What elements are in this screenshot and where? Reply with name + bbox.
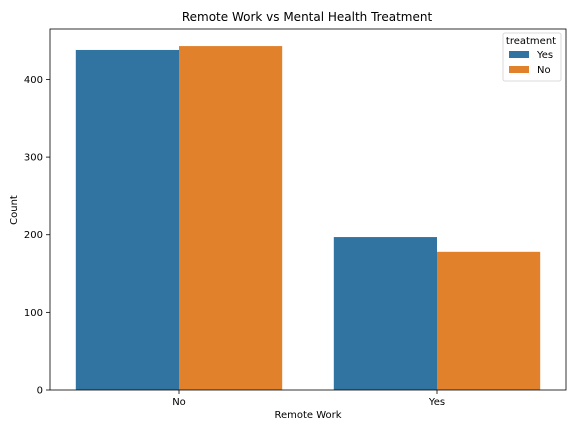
chart-title: Remote Work vs Mental Health Treatment: [182, 10, 433, 24]
x-tick-label: Yes: [428, 397, 445, 408]
plot-frame: [49, 28, 567, 391]
y-tick-label: 200: [24, 230, 43, 241]
legend: treatment Yes No: [502, 32, 562, 82]
y-axis: 0 100 200 300 400: [24, 75, 50, 397]
legend-swatch-yes: [509, 51, 529, 58]
legend-label-no: No: [537, 65, 551, 76]
x-axis-label: Remote Work: [274, 410, 341, 421]
bars-group: [75, 46, 541, 391]
bar-yes-no: [437, 251, 541, 390]
y-tick-label: 400: [24, 75, 43, 86]
bar-no-no: [179, 46, 283, 391]
y-tick-label: 300: [24, 153, 43, 164]
legend-title: treatment: [506, 36, 556, 47]
x-tick-label: No: [172, 397, 186, 408]
bar-yes-yes: [333, 237, 437, 390]
x-axis: No Yes: [172, 390, 445, 408]
y-axis-label: Count: [9, 195, 20, 225]
y-tick-label: 0: [37, 386, 43, 397]
bar-no-yes: [75, 49, 179, 390]
legend-swatch-no: [509, 66, 529, 73]
legend-label-yes: Yes: [536, 50, 553, 61]
y-tick-label: 100: [24, 308, 43, 319]
